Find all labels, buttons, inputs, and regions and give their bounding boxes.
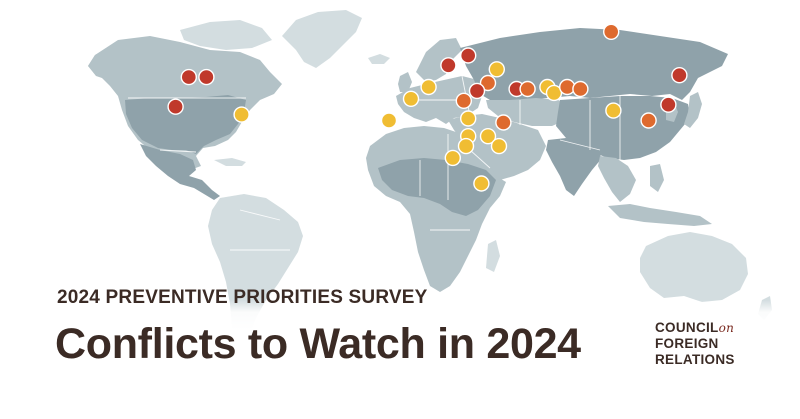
conflict-marker-moderate[interactable] [495,114,512,131]
conflict-marker-low[interactable] [460,110,477,127]
conflict-marker-high[interactable] [180,68,198,86]
conflict-marker-low[interactable] [490,137,508,155]
land-australia [640,232,748,302]
land-japan [684,92,702,128]
conflict-marker-high[interactable] [440,57,457,74]
land-sahel [378,158,496,216]
conflict-marker-low[interactable] [605,102,622,119]
land-arctic-islands [180,20,272,50]
land-usa [125,95,246,154]
conflict-marker-low[interactable] [380,112,398,129]
conflict-marker-high[interactable] [167,98,184,115]
page-title: Conflicts to Watch in 2024 [55,320,581,368]
conflict-marker-low[interactable] [479,127,497,145]
conflict-marker-high[interactable] [671,66,688,84]
conflict-marker-high[interactable] [660,96,677,113]
conflict-marker-moderate[interactable] [519,80,536,98]
land-indonesia [608,204,712,226]
conflict-marker-low[interactable] [473,175,490,192]
land-greenland [282,10,362,68]
land-caribbean [214,158,246,166]
land-southeast-asia [598,156,636,202]
land-madagascar [486,240,500,272]
land-china [556,96,690,160]
title-panel [0,300,800,419]
conflict-marker-moderate[interactable] [455,92,472,110]
logo-line-3: RELATIONS [655,352,735,367]
land-uk [398,72,412,92]
conflict-marker-low[interactable] [402,90,420,108]
conflict-marker-low[interactable] [420,78,437,96]
conflict-marker-low[interactable] [444,149,461,167]
logo-line-1: COUNCIL [655,320,719,335]
conflict-marker-high[interactable] [460,47,477,64]
conflict-marker-low[interactable] [545,84,563,102]
survey-label: 2024 PREVENTIVE PRIORITIES SURVEY [57,287,428,308]
conflict-markers [167,23,688,192]
land-mexico [140,144,220,200]
land-scandinavia [416,38,462,82]
conflict-marker-high[interactable] [468,82,486,100]
conflict-marker-low[interactable] [488,61,505,78]
land-india [546,138,602,196]
conflict-marker-moderate[interactable] [640,112,657,129]
conflict-marker-moderate[interactable] [479,74,497,92]
land-philippines [650,164,664,192]
conflict-marker-high[interactable] [198,68,215,86]
cfr-logo: COUNCILon FOREIGN RELATIONS [655,320,735,368]
logo-line-1-suffix: on [718,321,735,335]
conflict-marker-low[interactable] [457,137,475,155]
conflict-marker-moderate[interactable] [572,80,589,98]
land-alaska [88,44,138,80]
land-iceland [368,54,390,64]
conflict-marker-low[interactable] [233,106,250,123]
logo-line-2: FOREIGN [655,336,719,351]
conflict-marker-moderate[interactable] [603,23,620,40]
